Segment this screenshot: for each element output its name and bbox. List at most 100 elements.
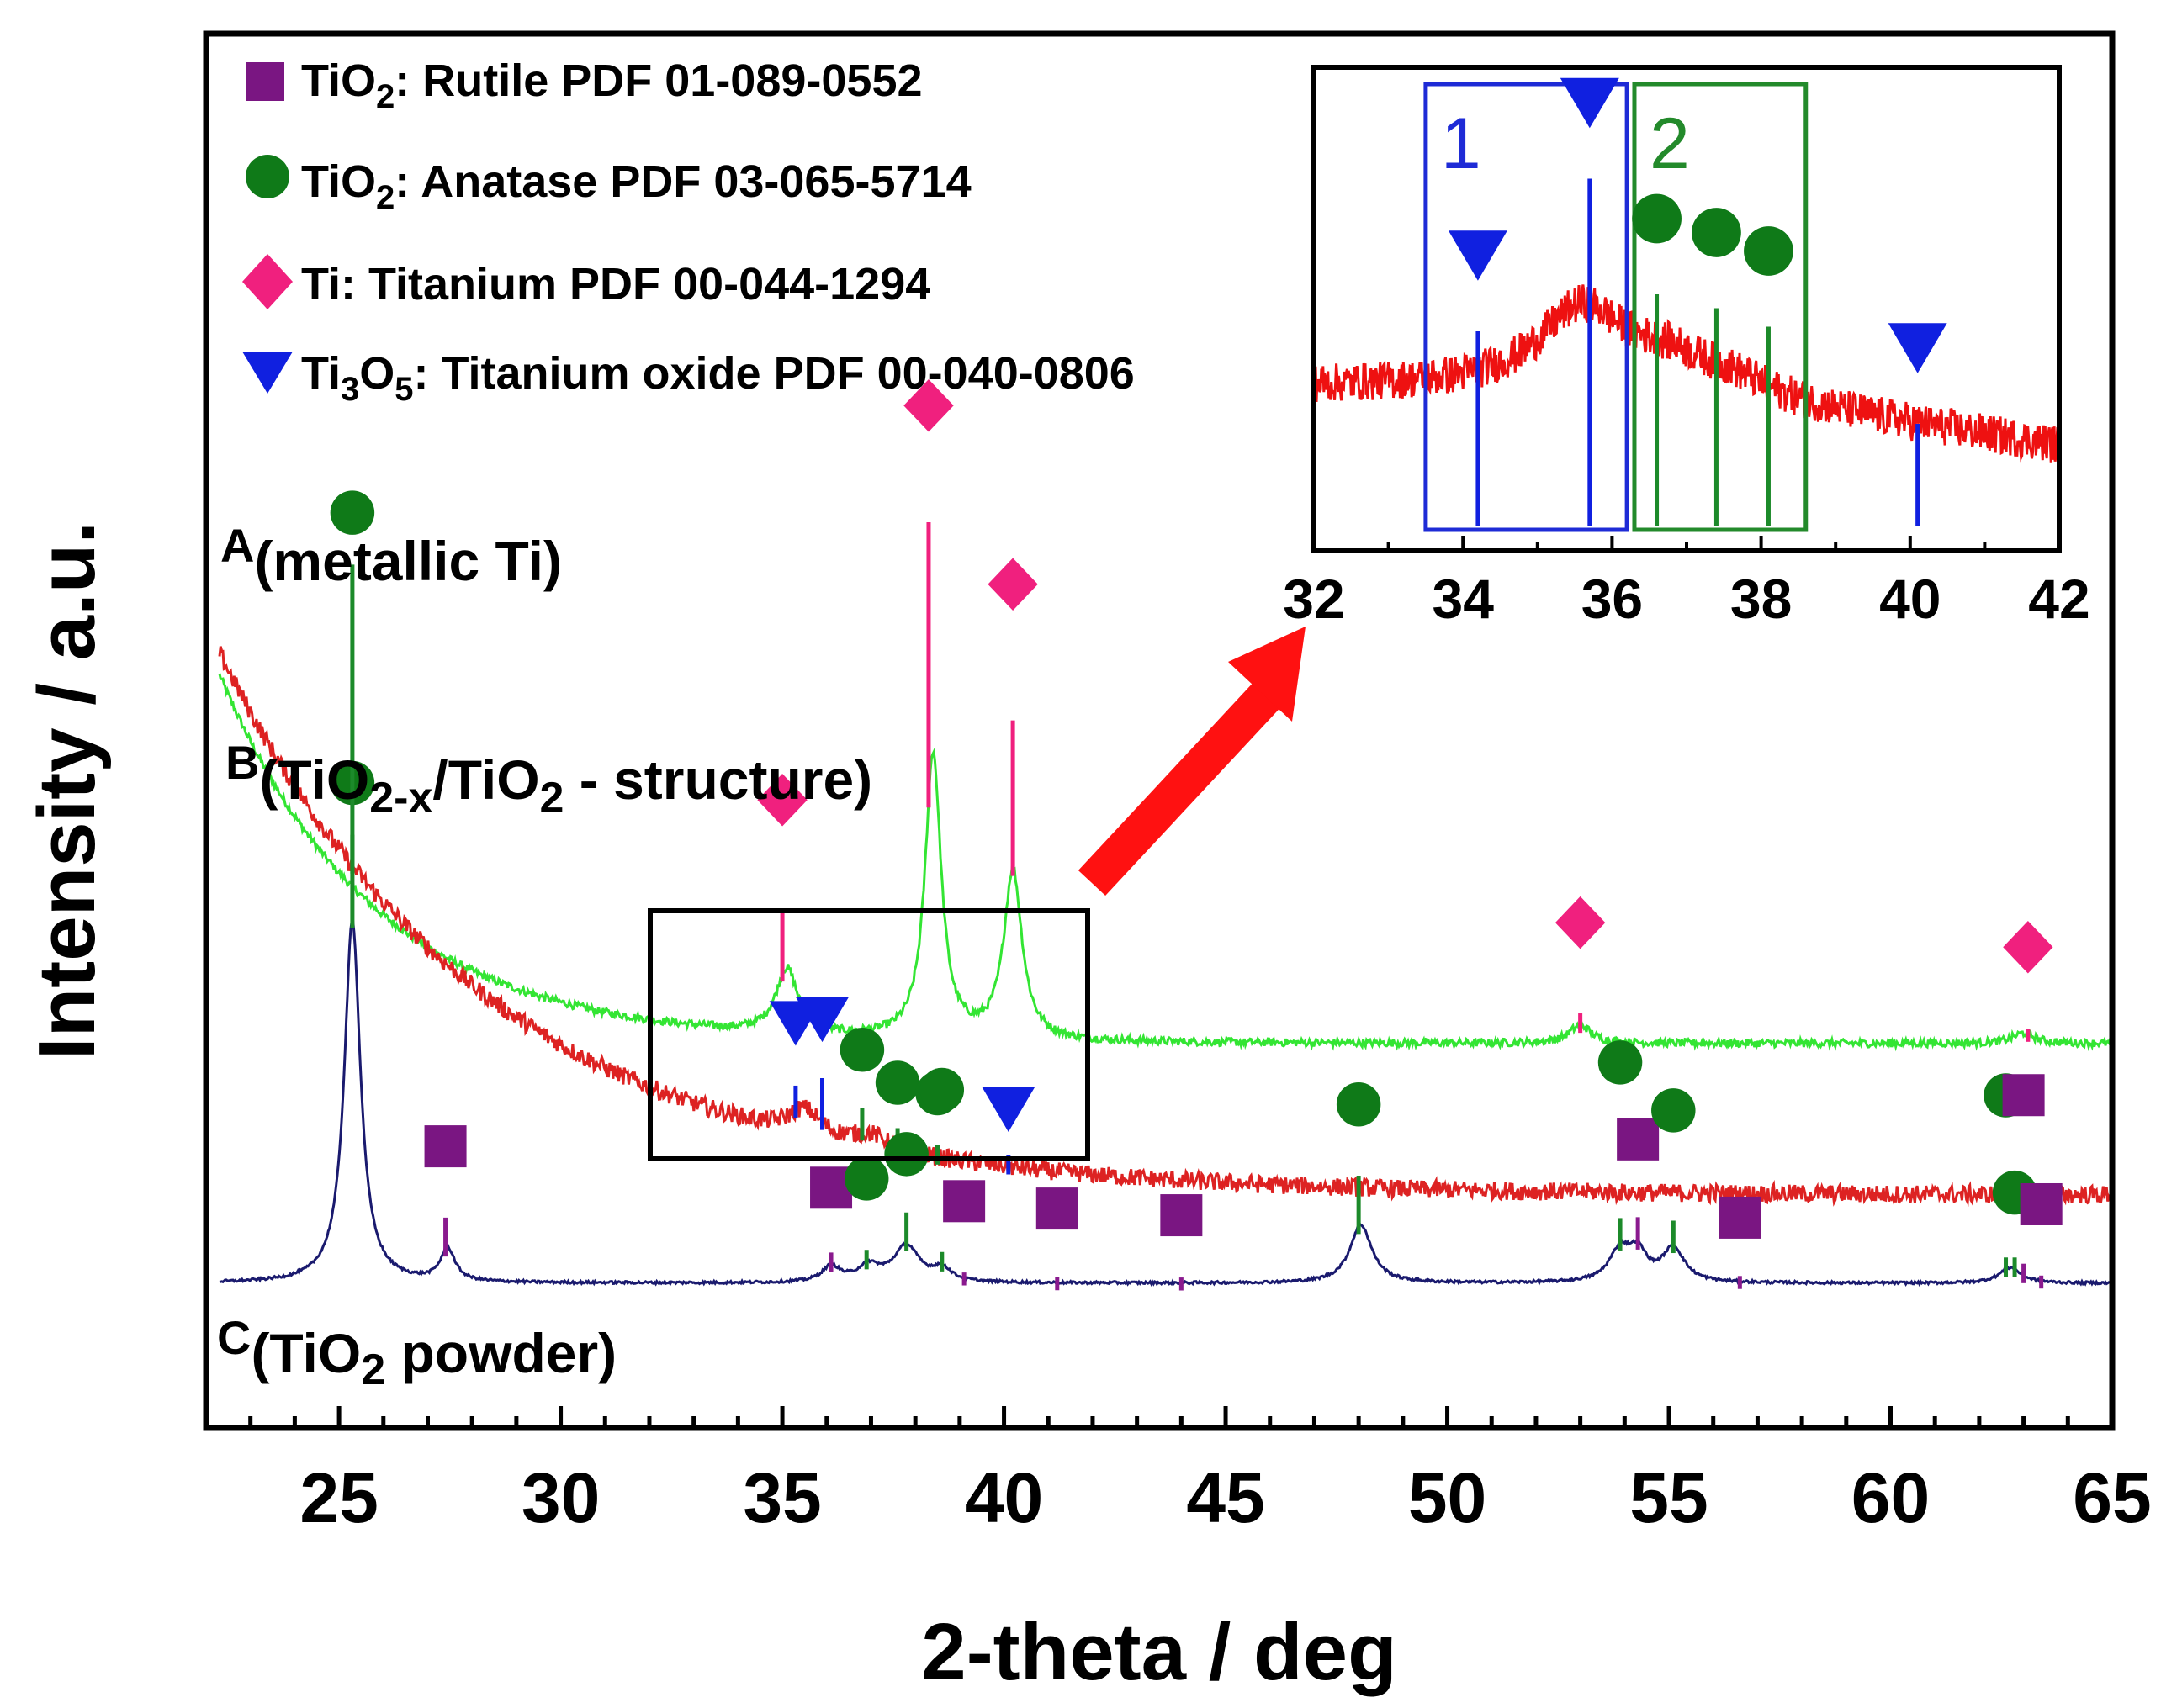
square-marker — [1160, 1194, 1203, 1237]
x-tick-label: 40 — [965, 1458, 1043, 1537]
square-marker — [424, 1125, 467, 1168]
trace-text: powder) — [385, 1322, 617, 1384]
reference-marks-layer — [330, 378, 2063, 1291]
x-tick-label: 45 — [1186, 1458, 1264, 1537]
zoom-region-box — [648, 908, 1090, 1161]
inset-circle-marker — [1632, 193, 1682, 244]
square-marker — [1719, 1196, 1761, 1239]
legend-label: Ti: Titanium PDF 00-044-1294 — [301, 259, 930, 309]
square-marker-icon — [246, 62, 284, 101]
trace-label-a: A(metallic Ti) — [220, 519, 562, 592]
triangle-down-marker-icon — [242, 352, 293, 394]
trace-text: (TiO — [251, 1322, 361, 1384]
square-marker — [1617, 1118, 1660, 1161]
trace-text: /TiO — [432, 748, 539, 811]
svg-text:TiO2: Anatase PDF 03-065-5714: TiO2: Anatase PDF 03-065-5714 — [301, 156, 972, 216]
inset-x-tick-label: 40 — [1879, 568, 1941, 630]
trace-sub: 2 — [361, 1346, 385, 1394]
x-tick-label: 65 — [2073, 1458, 2151, 1537]
inset-x-tick-label: 34 — [1432, 568, 1494, 630]
diamond-marker — [757, 773, 808, 827]
trace-text: (TiO — [259, 748, 369, 811]
trace-text: (metallic Ti) — [254, 530, 562, 592]
x-tick-label: 30 — [522, 1458, 600, 1537]
inset-trace-layer — [1312, 284, 2061, 463]
trace-letter: C — [217, 1311, 251, 1364]
inset-x-axis-ticks: 32 34 36 38 40 42 — [1283, 536, 2090, 630]
inset-region-box — [1423, 82, 1629, 532]
x-tick-label: 35 — [743, 1458, 821, 1537]
legend-item-anatase: TiO2: Anatase PDF 03-065-5714 — [246, 155, 972, 216]
x-tick-label: 25 — [299, 1458, 378, 1537]
square-marker — [2002, 1074, 2045, 1117]
square-marker — [943, 1180, 986, 1223]
inset-marks-layer — [1448, 77, 1947, 526]
legend-sub: 2 — [376, 78, 395, 115]
inset-triangle-down-marker — [1560, 77, 1619, 129]
trace-label-c: C(TiO2 powder) — [217, 1311, 617, 1394]
trace-letter: A — [220, 519, 254, 572]
circle-marker — [1336, 1081, 1381, 1127]
legend-label: TiO — [301, 56, 376, 106]
x-tick-label: 60 — [1851, 1458, 1930, 1537]
inset-region-box — [1632, 82, 1809, 532]
inset-region-label: 2 — [1650, 103, 1690, 184]
plot-frame — [203, 30, 2116, 1431]
inset-circle-marker — [1692, 208, 1741, 257]
trace-text: - structure) — [564, 748, 872, 811]
legend-sub: 3 — [341, 371, 359, 408]
inset-background — [1314, 67, 2059, 551]
circle-marker — [844, 1156, 889, 1201]
square-marker — [1035, 1187, 1078, 1230]
legend-label: Ti — [301, 348, 341, 399]
x-axis-title: 2-theta / deg — [921, 1607, 1396, 1697]
legend-item-titanium: Ti: Titanium PDF 00-044-1294 — [242, 254, 930, 309]
trace-label-b: B(TiO2-x/TiO2 - structure) — [225, 736, 872, 822]
circle-marker — [884, 1132, 929, 1177]
trace-sub: 2 — [540, 774, 564, 822]
diamond-marker — [988, 558, 1038, 611]
trace-sub: 2-x — [369, 774, 432, 822]
diamond-marker — [1555, 896, 1606, 949]
circle-marker — [840, 1028, 885, 1072]
trace-c — [219, 918, 2114, 1288]
diamond-marker-icon — [242, 254, 293, 309]
legend-sub: 5 — [395, 371, 413, 408]
circle-marker-icon — [246, 155, 289, 198]
diamond-marker — [903, 378, 954, 432]
legend-label-rest: : Titanium oxide PDF 00-040-0806 — [414, 348, 1135, 399]
inset-trace-line — [1312, 284, 2061, 463]
triangle-down-marker — [982, 1087, 1035, 1132]
svg-text:TiO2: Rutile PDF 01-089-0552: TiO2: Rutile PDF 01-089-0552 — [301, 56, 923, 115]
svg-text:Ti3O5: Titanium oxide PDF 00-0: Ti3O5: Titanium oxide PDF 00-040-0806 — [301, 348, 1135, 408]
circle-marker — [919, 1067, 965, 1113]
triangle-down-marker — [796, 997, 849, 1043]
inset-triangle-down-marker — [1888, 323, 1947, 373]
legend-item-ti3o5: Ti3O5: Titanium oxide PDF 00-040-0806 — [242, 348, 1135, 408]
zoom-arrow — [1078, 627, 1306, 896]
inset-circle-marker — [1744, 226, 1793, 276]
inset-x-tick-label: 42 — [2028, 568, 2089, 630]
legend-label-rest: : Rutile PDF 01-089-0552 — [395, 56, 922, 106]
trace-b — [218, 646, 2114, 1207]
inset-region-label: 1 — [1441, 103, 1481, 184]
circle-marker — [875, 1060, 920, 1105]
circle-marker — [1651, 1088, 1696, 1133]
legend-label-mid: O — [359, 348, 395, 399]
legend-label: TiO — [301, 156, 376, 207]
square-marker — [2020, 1182, 2063, 1225]
y-axis-title: Intensity / a.u. — [22, 521, 112, 1060]
legend-item-rutile: TiO2: Rutile PDF 01-089-0552 — [246, 56, 923, 115]
circle-marker — [330, 490, 375, 535]
legend: TiO2: Rutile PDF 01-089-0552 TiO2: Anata… — [242, 56, 1135, 408]
inset-x-tick-label: 36 — [1581, 568, 1643, 630]
x-axis-ticks: 25 30 35 40 45 50 55 60 65 — [204, 1406, 2152, 1537]
trace-a — [218, 673, 2114, 1052]
legend-sub: 2 — [376, 179, 395, 216]
inset-x-tick-label: 32 — [1283, 568, 1344, 630]
trace-letter: B — [225, 736, 259, 789]
inset-triangle-down-marker — [1448, 230, 1507, 281]
